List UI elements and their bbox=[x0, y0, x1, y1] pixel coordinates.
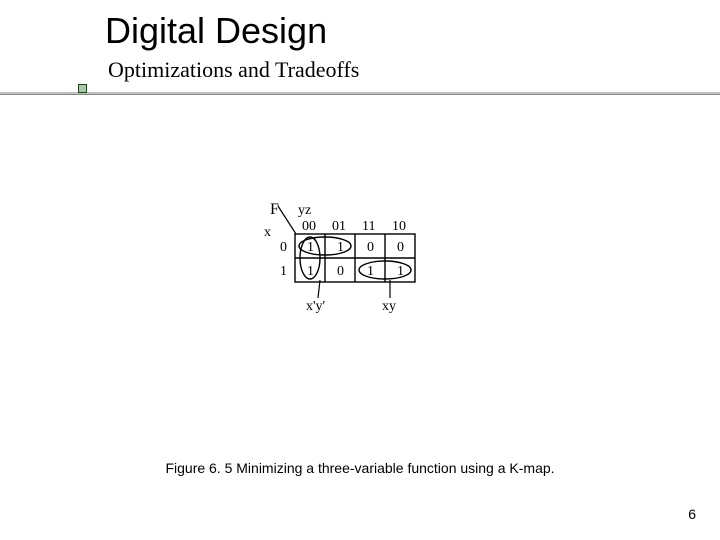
kmap-col-header-1: 01 bbox=[332, 219, 346, 234]
kmap-term-left: x'y' bbox=[306, 299, 325, 314]
kmap-callouts bbox=[318, 280, 390, 298]
kmap-col-var-label: yz bbox=[298, 203, 311, 218]
slide: Digital Design Optimizations and Tradeof… bbox=[0, 0, 720, 540]
header-rule bbox=[0, 92, 720, 95]
figure-caption: Figure 6. 5 Minimizing a three-variable … bbox=[0, 460, 720, 476]
kmap-figure: F yz x 00 01 11 10 0 1 bbox=[240, 200, 500, 350]
kmap-term-right: xy bbox=[382, 299, 396, 314]
page-subtitle: Optimizations and Tradeoffs bbox=[108, 57, 359, 83]
page-number: 6 bbox=[688, 506, 696, 522]
bullet-square-icon bbox=[78, 84, 87, 93]
kmap-row-var-label: x bbox=[264, 225, 271, 240]
kmap-cell-0-2: 0 bbox=[367, 240, 374, 255]
kmap-col-header-0: 00 bbox=[302, 219, 316, 234]
page-title: Digital Design bbox=[105, 10, 327, 52]
kmap-function-label: F bbox=[270, 201, 279, 218]
kmap-row-header-1: 1 bbox=[280, 264, 287, 279]
kmap-cell-0-3: 0 bbox=[397, 240, 404, 255]
kmap-col-header-3: 10 bbox=[392, 219, 406, 234]
kmap-cell-1-0: 1 bbox=[307, 264, 314, 279]
kmap-row-header-0: 0 bbox=[280, 240, 287, 255]
kmap-col-header-2: 11 bbox=[362, 219, 375, 234]
kmap-svg: F yz x 00 01 11 10 0 1 bbox=[240, 200, 500, 350]
kmap-corner-slash bbox=[278, 206, 296, 234]
kmap-cell-1-1: 0 bbox=[337, 264, 344, 279]
